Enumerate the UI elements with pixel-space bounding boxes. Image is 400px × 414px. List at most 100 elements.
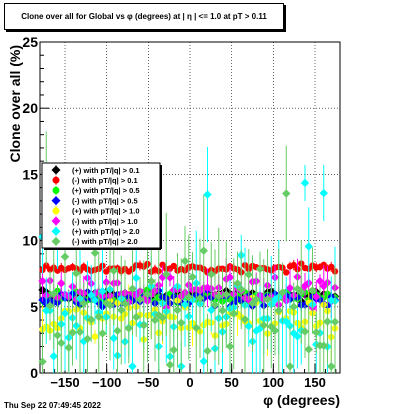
data-point [128, 362, 137, 371]
chart-title: Clone over all for Global vs φ (degrees)… [4, 3, 284, 30]
data-point [113, 326, 122, 335]
x-tick-label: −50 [137, 375, 159, 390]
data-point [150, 315, 160, 325]
data-point [72, 269, 81, 278]
data-point [132, 312, 141, 322]
data-point [90, 248, 100, 258]
data-points [38, 131, 340, 373]
data-point [290, 261, 297, 269]
legend-box [41, 162, 161, 249]
legend-label: (+) with pT/|q| > 1.0 [72, 207, 140, 216]
data-point [75, 327, 85, 337]
data-point [90, 295, 100, 305]
data-point [192, 323, 201, 333]
legend-label: (+) with pT/|q| > 0.1 [72, 166, 140, 175]
y-tick-label: 20 [22, 100, 38, 116]
data-point [278, 288, 287, 297]
data-point [158, 313, 167, 322]
data-point [330, 317, 340, 327]
legend-marker [51, 236, 61, 246]
x-tick-label: 0 [186, 375, 193, 390]
data-point [169, 345, 178, 355]
legend-label: (-) with pT/|q| > 0.1 [72, 176, 138, 185]
data-point [323, 317, 332, 326]
y-axis-label: Clone over all (%) [7, 45, 23, 162]
data-point [283, 269, 290, 276]
data-point [252, 295, 261, 304]
data-point [49, 352, 58, 361]
data-point [203, 346, 212, 356]
data-point [319, 341, 328, 350]
data-point [135, 295, 145, 304]
data-point [327, 362, 336, 371]
data-point [199, 246, 208, 255]
y-tick-label: 0 [30, 365, 38, 381]
data-point [229, 309, 238, 318]
data-point [68, 328, 77, 337]
x-tick-label: 100 [262, 375, 284, 390]
x-axis-label: φ (degrees) [263, 392, 340, 408]
data-point [188, 272, 197, 282]
legend-label: (-) with pT/|q| > 1.0 [72, 217, 138, 226]
data-point [244, 322, 253, 331]
data-point [38, 357, 47, 366]
data-point [304, 242, 313, 251]
data-point [207, 270, 216, 279]
data-point [57, 338, 66, 348]
data-point [139, 321, 148, 330]
data-point [210, 300, 220, 310]
data-point [218, 306, 227, 315]
data-point [274, 306, 283, 315]
data-point [285, 362, 295, 371]
data-point [45, 301, 55, 310]
data-point [109, 266, 118, 276]
data-point [132, 273, 141, 283]
data-point [195, 294, 205, 303]
data-point [233, 279, 242, 288]
data-point [165, 360, 175, 370]
data-point [147, 277, 156, 286]
legend-label: (+) with pT/|q| > 0.5 [72, 186, 140, 195]
data-point [105, 301, 115, 310]
data-point [259, 320, 268, 330]
data-point [38, 276, 47, 286]
data-point [203, 190, 212, 199]
data-point [312, 292, 321, 302]
data-point [57, 279, 66, 288]
series-7 [38, 131, 340, 373]
data-point [222, 290, 231, 299]
data-point [53, 331, 62, 340]
data-point [49, 289, 58, 299]
legend-marker [52, 186, 60, 194]
y-tick-label: 15 [22, 166, 38, 182]
data-point [184, 292, 193, 302]
data-point [83, 334, 92, 344]
data-point [328, 263, 335, 271]
data-point [170, 262, 177, 270]
data-point [225, 273, 235, 282]
data-point [87, 291, 96, 300]
x-tick-label: 150 [304, 375, 326, 390]
data-point [308, 286, 317, 295]
data-point [225, 342, 235, 351]
x-tick-label: −150 [50, 375, 79, 390]
legend-marker [51, 226, 61, 236]
data-point [312, 328, 321, 337]
data-point [109, 334, 118, 343]
data-point [300, 178, 310, 188]
data-point [87, 315, 96, 324]
legend-label: (-) with pT/|q| > 0.5 [72, 196, 138, 205]
data-point [117, 305, 126, 315]
x-tick-label: −100 [92, 375, 121, 390]
data-point [128, 284, 137, 293]
x-tick-label: 50 [224, 375, 238, 390]
y-tick-label: 5 [30, 299, 38, 315]
data-point [79, 299, 88, 308]
data-point [300, 327, 310, 336]
legend-marker [51, 165, 61, 175]
data-point [120, 299, 130, 308]
legend-marker [51, 216, 61, 226]
data-point [297, 287, 306, 296]
data-point [98, 287, 107, 296]
